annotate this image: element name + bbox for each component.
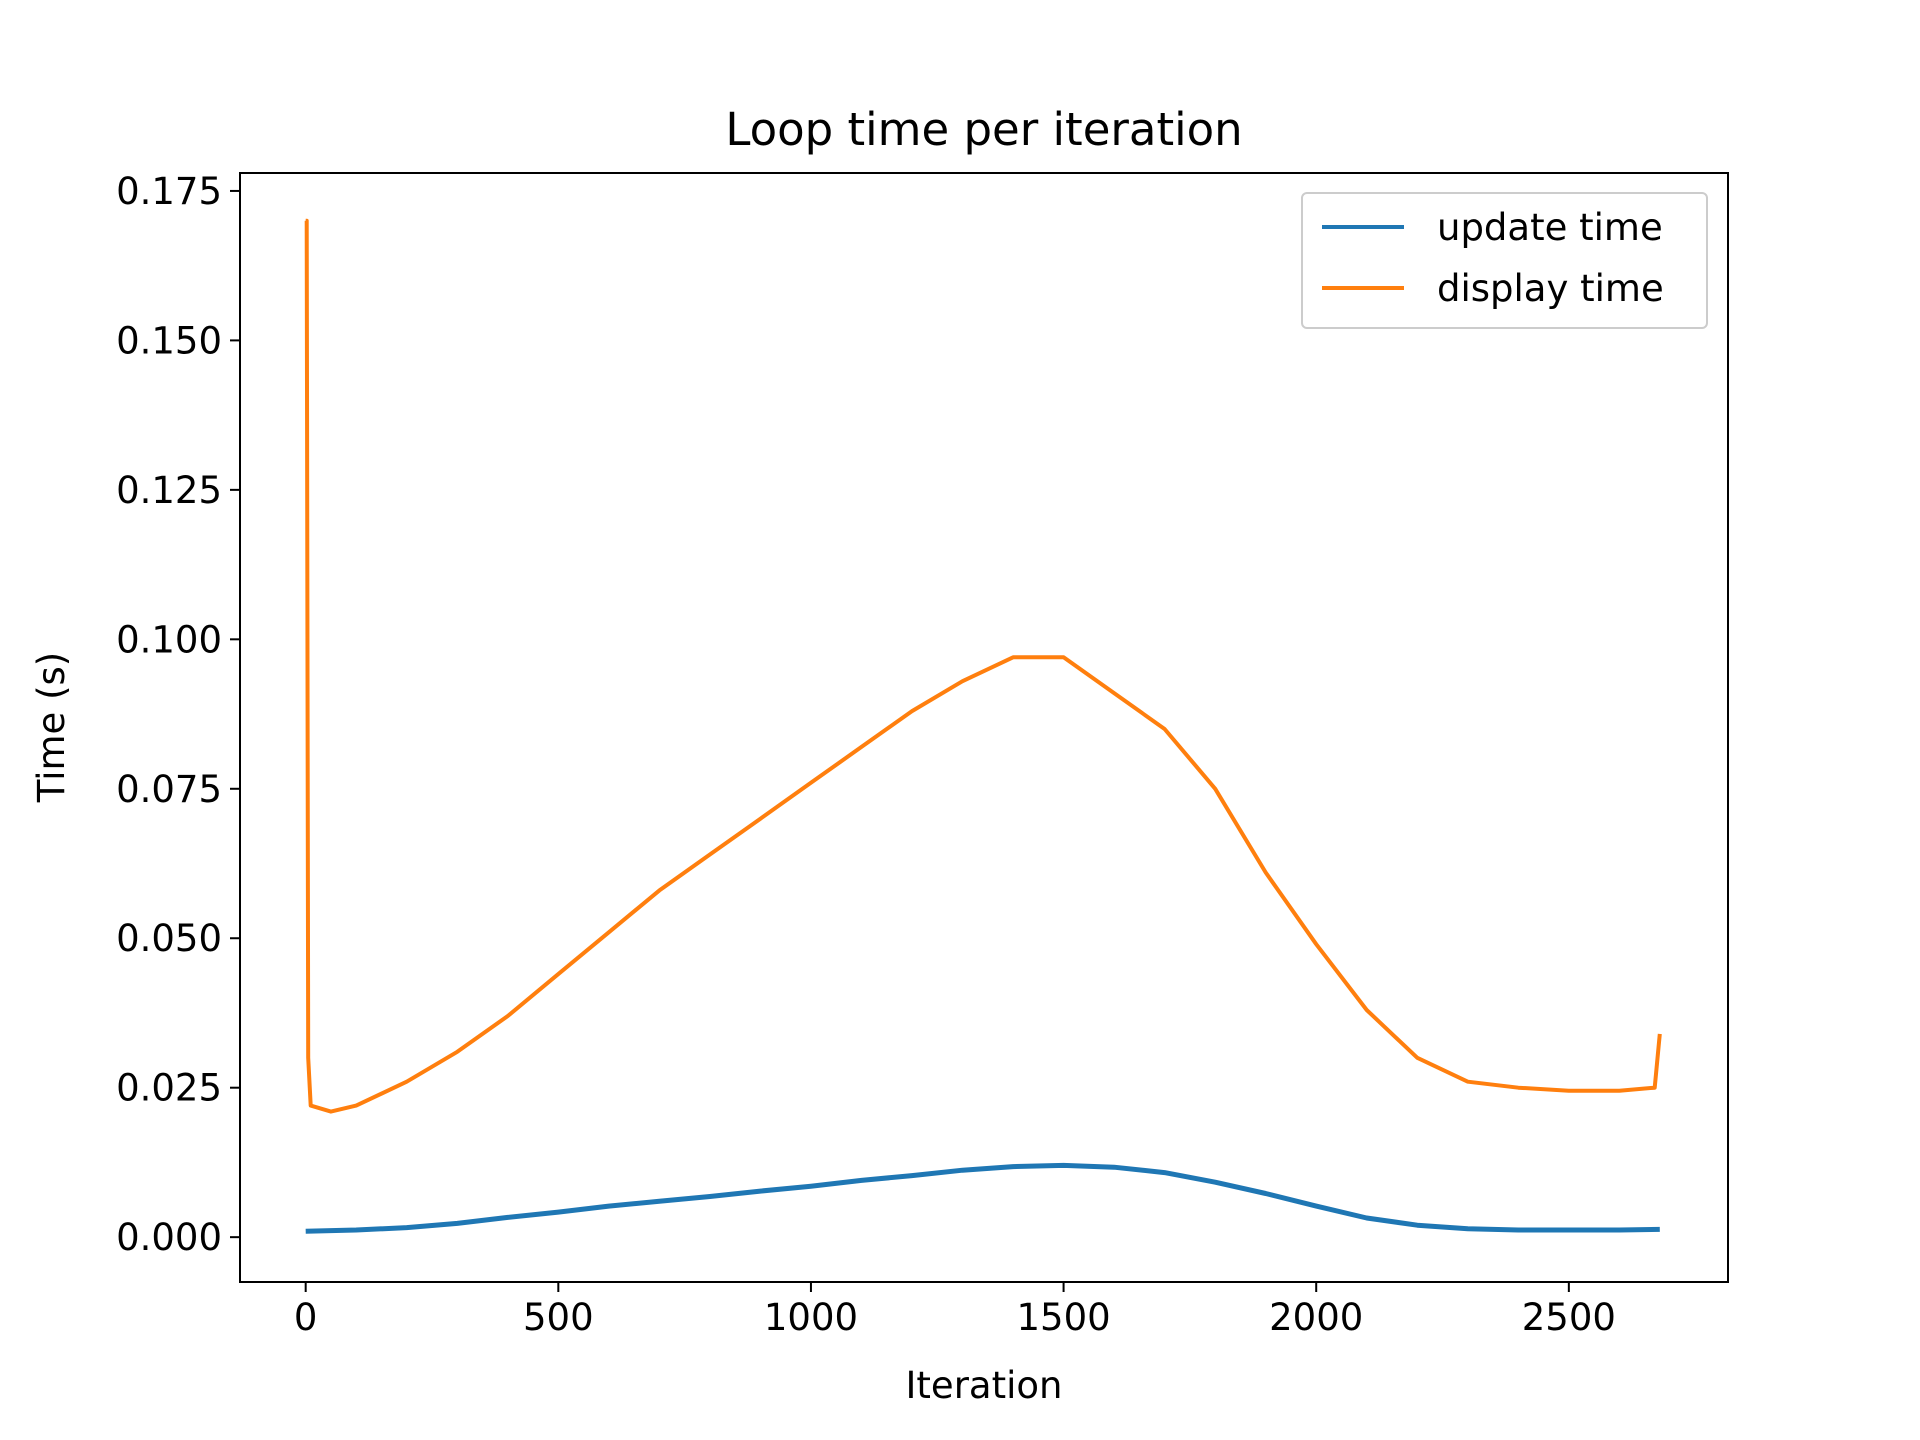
x-tick-label: 0 bbox=[294, 1296, 318, 1339]
legend-label-display-time: display time bbox=[1437, 267, 1664, 310]
y-tick-label: 0.100 bbox=[116, 618, 222, 661]
legend: update time display time bbox=[1301, 192, 1708, 329]
y-axis: 0.000 0.025 0.050 0.075 0.100 0.125 0.150 0.175 bbox=[116, 170, 240, 1259]
x-tick-label: 1000 bbox=[764, 1296, 858, 1339]
series-line-update-time bbox=[305, 1162, 1660, 1234]
y-axis-label: Time (s) bbox=[30, 652, 73, 803]
x-tick-label: 1500 bbox=[1016, 1296, 1110, 1339]
y-tick-label: 0.000 bbox=[116, 1216, 222, 1259]
x-tick-label: 2000 bbox=[1269, 1296, 1363, 1339]
legend-label-update-time: update time bbox=[1437, 206, 1663, 249]
y-tick-label: 0.025 bbox=[116, 1067, 222, 1110]
y-tick-label: 0.075 bbox=[116, 768, 222, 811]
plot-frame bbox=[239, 172, 1729, 1283]
x-tick-label: 500 bbox=[523, 1296, 594, 1339]
x-tick-label: 2500 bbox=[1522, 1296, 1616, 1339]
series-layer bbox=[304, 218, 1662, 1234]
y-tick-label: 0.050 bbox=[116, 917, 222, 960]
y-tick-label: 0.125 bbox=[116, 469, 222, 512]
y-tick-label: 0.150 bbox=[116, 319, 222, 362]
chart-title: Loop time per iteration bbox=[725, 103, 1242, 156]
y-tick-label: 0.175 bbox=[116, 170, 222, 213]
x-axis-label: Iteration bbox=[906, 1364, 1063, 1407]
series-line-display-time bbox=[304, 218, 1662, 1114]
x-axis: 0 500 1000 1500 2000 2500 bbox=[294, 1282, 1616, 1339]
